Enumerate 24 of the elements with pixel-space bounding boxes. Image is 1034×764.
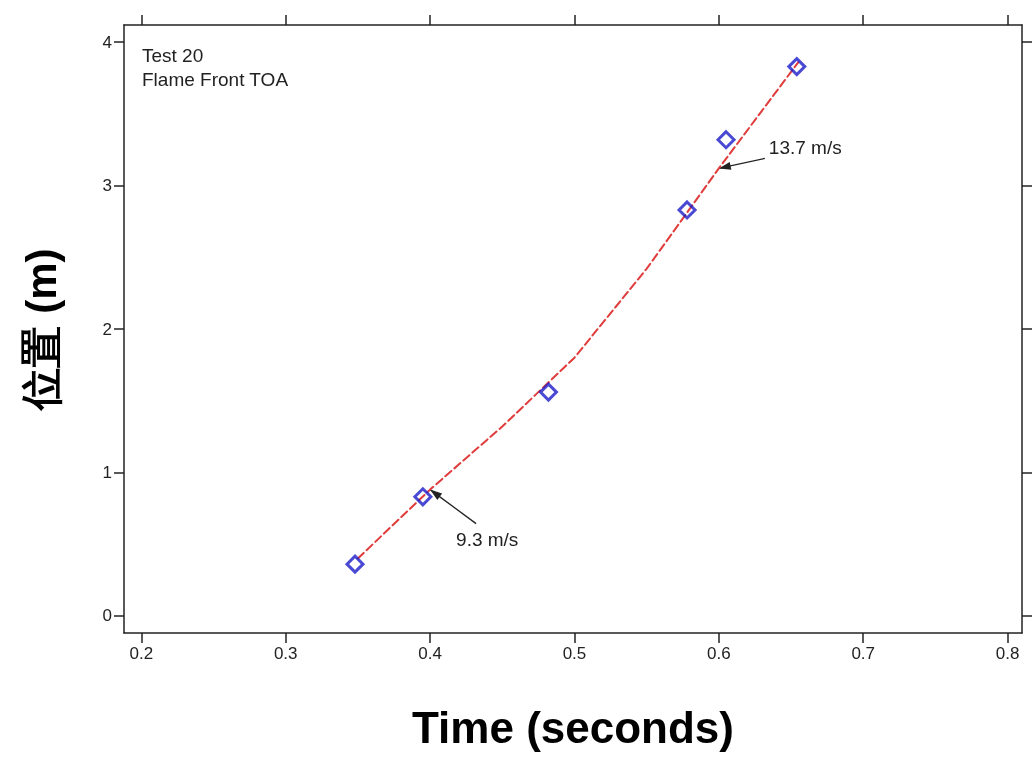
point — [787, 57, 807, 77]
x-tick-label: 0.5 — [562, 644, 587, 663]
x-axis-title: Time (seconds) — [412, 702, 734, 752]
y-tick-label: 0 — [102, 606, 112, 626]
x-tick-label: 0.7 — [851, 644, 876, 663]
annotation: 9.3 m/s — [456, 528, 519, 550]
point — [345, 554, 365, 574]
y-tick-label: 3 — [102, 176, 112, 196]
point — [677, 200, 697, 220]
y-tick-label: 4 — [102, 32, 112, 52]
x-tick-label: 0.2 — [129, 644, 154, 663]
y-tick-label: 2 — [102, 319, 112, 339]
x-tick-label: 0.6 — [707, 644, 731, 663]
annotation: 13.7 m/s — [768, 137, 842, 159]
y-tick-label: 1 — [102, 462, 112, 482]
annotation: Test 20 — [142, 44, 204, 66]
y-axis-title: 位置 (m) — [17, 248, 65, 412]
annotation: Flame Front TOA — [142, 68, 289, 90]
x-tick-label: 0.3 — [273, 644, 298, 663]
point — [716, 130, 736, 150]
point — [413, 487, 433, 507]
x-tick-label: 0.8 — [995, 644, 1020, 663]
x-tick-label: 0.4 — [418, 644, 442, 663]
point — [538, 382, 558, 402]
